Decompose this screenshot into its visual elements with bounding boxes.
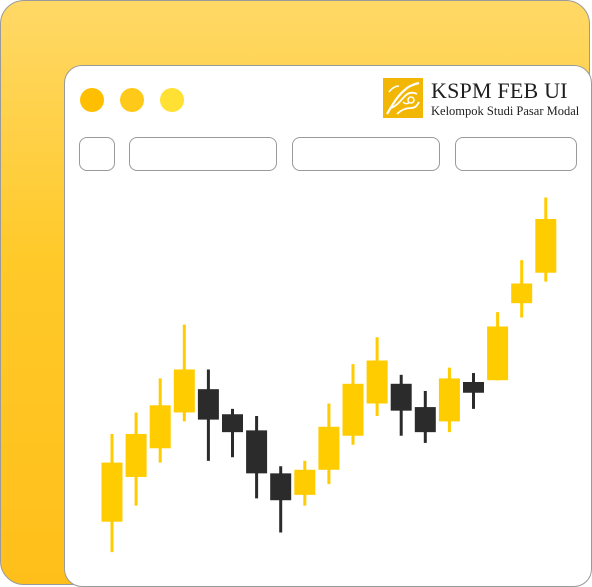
window-control-dot-2[interactable] bbox=[120, 88, 144, 112]
candle-body bbox=[270, 473, 292, 501]
app-window: KSPM FEB UI Kelompok Studi Pasar Modal bbox=[64, 65, 592, 587]
kspm-logo-icon bbox=[383, 78, 423, 118]
candle-body bbox=[222, 414, 243, 433]
window-control-dot-3[interactable] bbox=[160, 88, 184, 112]
window-control-dot-1[interactable] bbox=[80, 88, 104, 112]
toolbar-field-2[interactable] bbox=[129, 137, 277, 171]
candle-body bbox=[125, 433, 147, 477]
brand-name: KSPM FEB UI bbox=[431, 78, 568, 103]
candle-body bbox=[342, 383, 364, 436]
candle-body bbox=[511, 283, 533, 304]
candle-body bbox=[438, 378, 460, 422]
candle-body bbox=[294, 469, 316, 495]
candle-body bbox=[463, 382, 484, 393]
toolbar-field-4[interactable] bbox=[455, 137, 577, 171]
toolbar-field-1[interactable] bbox=[79, 137, 115, 171]
candle-body bbox=[197, 389, 219, 420]
candle-body bbox=[246, 430, 268, 474]
candle-body bbox=[173, 369, 195, 413]
candlestick-chart bbox=[101, 197, 557, 553]
candle-body bbox=[487, 326, 509, 381]
candle-body bbox=[535, 218, 557, 273]
candle-body bbox=[101, 462, 123, 522]
candle-body bbox=[149, 405, 171, 449]
candle-body bbox=[414, 407, 436, 433]
brand: KSPM FEB UI Kelompok Studi Pasar Modal bbox=[383, 78, 588, 118]
brand-subtitle: Kelompok Studi Pasar Modal bbox=[431, 104, 580, 118]
candle-body bbox=[390, 383, 412, 411]
toolbar-field-3[interactable] bbox=[292, 137, 440, 171]
candle-body bbox=[366, 360, 388, 404]
candle-body bbox=[318, 426, 340, 470]
